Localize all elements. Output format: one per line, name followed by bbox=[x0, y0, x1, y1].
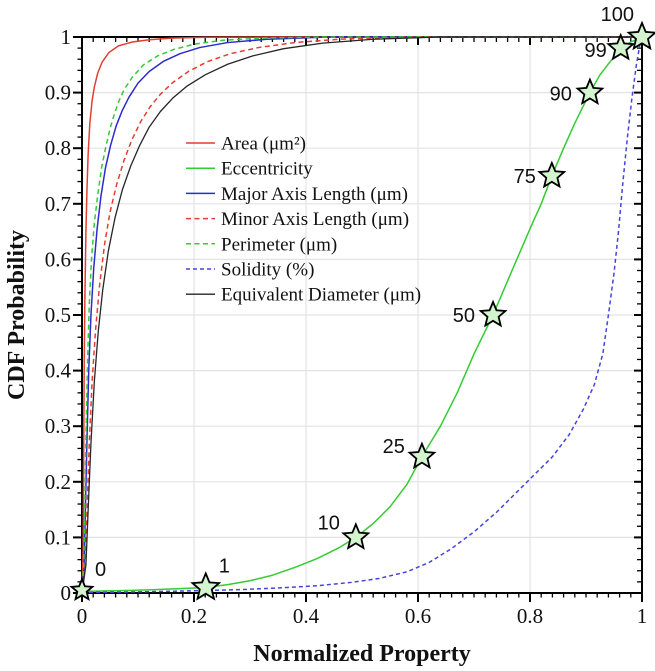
percentile-label-100: 100 bbox=[601, 4, 634, 26]
x-tick-label: 0.2 bbox=[181, 604, 207, 628]
legend-label-solidity: Solidity (%) bbox=[221, 260, 314, 281]
percentile-star-10 bbox=[341, 522, 371, 550]
y-tick-label: 0.6 bbox=[45, 247, 71, 271]
curve-major-axis-length-m bbox=[81, 36, 642, 594]
x-tick-label: 0.6 bbox=[405, 604, 431, 628]
curve-eccentricity bbox=[81, 36, 643, 593]
curve-perimeter-m bbox=[81, 36, 642, 594]
percentile-label-10: 10 bbox=[318, 512, 340, 534]
y-tick-label: 1 bbox=[61, 25, 72, 49]
y-tick-label: 0.3 bbox=[45, 414, 71, 438]
legend-label-area-m: Area (μm²) bbox=[221, 134, 306, 155]
percentile-star-99 bbox=[606, 32, 636, 61]
x-tick-label: 0.8 bbox=[517, 604, 543, 628]
percentile-label-50: 50 bbox=[453, 305, 475, 327]
y-tick-label: 0.4 bbox=[45, 359, 72, 383]
percentile-label-1: 1 bbox=[219, 555, 230, 577]
gridlines bbox=[82, 37, 642, 593]
y-tick-label: 0.2 bbox=[45, 470, 71, 494]
y-tick-label: 0.5 bbox=[45, 303, 71, 327]
percentile-label-75: 75 bbox=[514, 166, 536, 188]
legend-label-minor-axis-length-m: Minor Axis Length (μm) bbox=[221, 209, 409, 230]
percentile-star-0 bbox=[69, 576, 95, 602]
percentile-label-99: 99 bbox=[584, 40, 606, 62]
y-tick-label: 0.8 bbox=[45, 136, 71, 160]
percentile-star-50 bbox=[478, 299, 508, 328]
percentile-stars: 0 1 10 25 50 75 90 99 100 bbox=[69, 4, 655, 602]
curve-minor-axis-length-m bbox=[81, 36, 642, 594]
percentile-star-90 bbox=[575, 77, 605, 106]
y-axis-title: CDF Probability bbox=[4, 230, 30, 400]
x-axis-title: Normalized Property bbox=[253, 641, 471, 667]
curve-area-m bbox=[81, 36, 642, 594]
percentile-label-0: 0 bbox=[95, 559, 106, 581]
legend-label-eccentricity: Eccentricity bbox=[221, 159, 313, 180]
x-tick-label: 0 bbox=[77, 604, 88, 628]
x-tick-label: 0.4 bbox=[293, 604, 320, 628]
cdf-curves bbox=[81, 36, 643, 594]
percentile-star-25 bbox=[407, 441, 437, 470]
y-tick-label: 0 bbox=[61, 581, 72, 605]
y-tick-label: 0.9 bbox=[45, 81, 71, 105]
axes-box bbox=[73, 36, 643, 602]
legend: Area (μm²) Eccentricity Major Axis Length … bbox=[186, 134, 421, 306]
percentile-star-75 bbox=[537, 160, 567, 189]
percentile-star-100 bbox=[626, 20, 655, 51]
y-tick-label: 0.7 bbox=[45, 192, 71, 216]
legend-label-major-axis-length-m: Major Axis Length (μm) bbox=[221, 184, 408, 205]
percentile-label-90: 90 bbox=[550, 84, 572, 106]
percentile-star-1 bbox=[190, 571, 222, 601]
legend-label-equivalent-diameter-m: Equivalent Diameter (μm) bbox=[221, 285, 421, 306]
legend-label-perimeter-m: Perimeter (μm) bbox=[221, 234, 337, 255]
curve-equivalent-diameter-m bbox=[81, 36, 642, 594]
tick-labels: 0 0.2 0.4 0.6 0.8 100.10.20.30.40.50.60.70.80… bbox=[45, 25, 648, 628]
percentile-label-25: 25 bbox=[383, 436, 405, 458]
y-tick-label: 0.1 bbox=[45, 525, 71, 549]
x-tick-label: 1 bbox=[637, 604, 648, 628]
